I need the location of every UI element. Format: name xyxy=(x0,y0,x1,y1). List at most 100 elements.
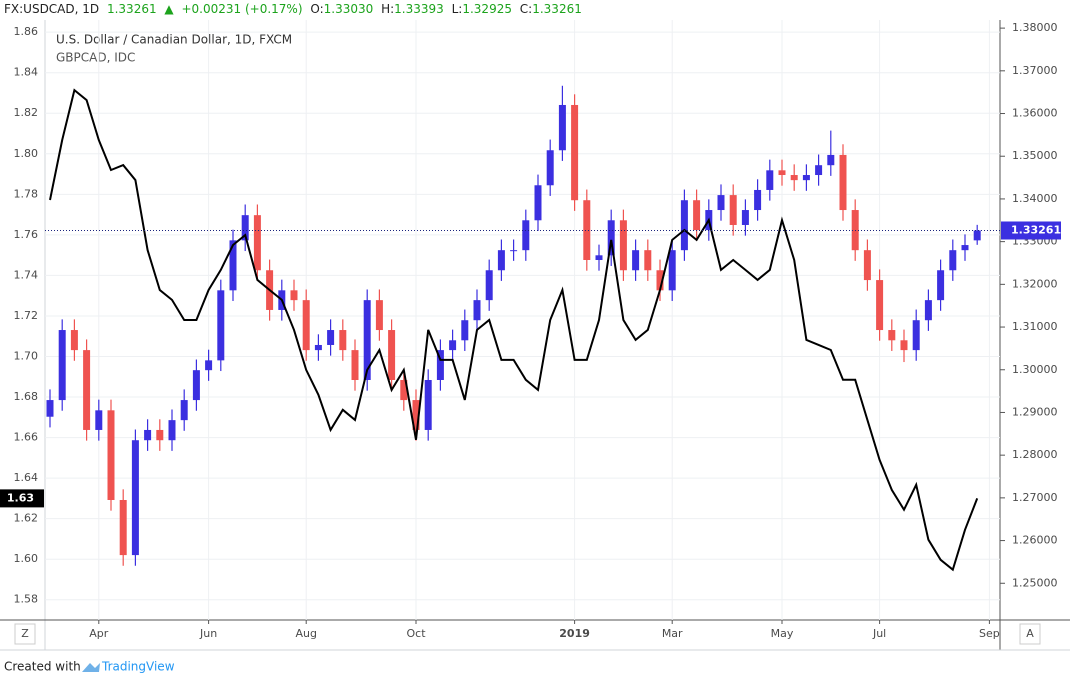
candle-body xyxy=(168,420,176,441)
auto-button[interactable] xyxy=(1019,623,1041,645)
y-tick-label: 1.78 xyxy=(14,187,39,200)
candle-body xyxy=(485,270,493,301)
candle-body xyxy=(522,220,530,251)
h-value: 1.33393 xyxy=(394,2,444,16)
y-tick-label: 1.64 xyxy=(14,471,39,484)
candle-body xyxy=(192,370,200,401)
candle-body xyxy=(729,195,737,225)
candle-body xyxy=(217,290,225,361)
logo xyxy=(82,663,100,672)
chart-bg xyxy=(0,20,1070,650)
candle-body xyxy=(693,200,701,231)
candle-body xyxy=(778,170,786,176)
candle-body xyxy=(339,330,347,351)
h-key: H: xyxy=(381,2,395,16)
x-tick-label: Jun xyxy=(199,627,217,640)
y2-tick-label: 1.35000 xyxy=(1012,149,1058,162)
candle-body xyxy=(253,215,261,271)
y-tick-label: 1.74 xyxy=(14,268,39,281)
candle-body xyxy=(619,220,627,271)
candle-body xyxy=(388,330,396,380)
line-series xyxy=(49,88,979,572)
y-tick-label: 1.70 xyxy=(14,349,39,362)
candle-body xyxy=(205,360,213,371)
x-tick-label: Mar xyxy=(662,627,683,640)
candle-body xyxy=(241,215,249,241)
candle-body xyxy=(229,240,237,291)
scale-button[interactable] xyxy=(14,623,36,645)
line-value-label: 1.63 xyxy=(7,491,34,504)
y2-tick-label: 1.31000 xyxy=(1012,320,1058,333)
y2-tick-label: 1.37000 xyxy=(1012,64,1058,77)
candle-body xyxy=(912,320,920,351)
candle-body xyxy=(876,280,884,331)
y-tick-label: 1.82 xyxy=(14,106,39,119)
candle-body xyxy=(717,195,725,211)
y-tick-label: 1.72 xyxy=(14,309,39,322)
candle-body xyxy=(802,175,810,181)
candle-body xyxy=(302,300,310,351)
symbol: FX:USDCAD, 1D xyxy=(4,2,100,16)
candle-body xyxy=(949,250,957,271)
y2-tick-label: 1.25000 xyxy=(1012,576,1058,589)
candle-body xyxy=(754,189,762,211)
series-1-label: GBPCAD, IDC xyxy=(56,51,135,65)
candle-body xyxy=(436,350,444,380)
candle-body xyxy=(839,154,847,211)
x-tick-label: Apr xyxy=(89,627,109,640)
candle-body xyxy=(924,300,932,321)
y2-tick-label: 1.32000 xyxy=(1012,277,1058,290)
candle-body xyxy=(680,200,688,251)
x-tick-label: Oct xyxy=(406,627,426,640)
y-tick-label: 1.60 xyxy=(14,552,39,565)
x-tick-label: Jul xyxy=(872,627,886,640)
candle-body xyxy=(363,300,371,380)
candle-body xyxy=(107,410,115,500)
y-tick-label: 1.76 xyxy=(14,228,39,241)
candle-body xyxy=(741,210,749,225)
candle-body xyxy=(497,250,505,271)
c-key: C: xyxy=(519,2,533,16)
grid xyxy=(45,20,1000,620)
candle-body xyxy=(668,250,676,291)
candle-body xyxy=(95,410,103,430)
y2-tick-label: 1.27000 xyxy=(1012,491,1058,504)
x-tick-label: Sep xyxy=(979,627,1000,640)
candle-body xyxy=(58,330,66,401)
candle-body xyxy=(607,220,615,256)
candle-body xyxy=(571,104,579,201)
l-key: L: xyxy=(451,2,463,16)
candle-body xyxy=(546,150,554,186)
candle-body xyxy=(46,400,54,417)
candle-body xyxy=(973,230,981,241)
x-tick-label: 2019 xyxy=(559,627,590,640)
candle-body xyxy=(900,340,908,351)
footer-text: Created with xyxy=(4,660,81,674)
y-tick-label: 1.66 xyxy=(14,431,39,444)
candle-body xyxy=(70,330,78,351)
price-box-label: 1.33261 xyxy=(1011,223,1061,236)
candle-body xyxy=(290,290,298,301)
candle-body xyxy=(534,185,542,221)
y-tick-label: 1.62 xyxy=(14,512,39,525)
candle-body xyxy=(351,350,359,380)
auto-button-label[interactable]: A xyxy=(1026,627,1034,640)
candle-body xyxy=(510,250,518,252)
candle-body xyxy=(863,250,871,281)
scale-button-label[interactable]: Z xyxy=(21,627,29,640)
candle-body xyxy=(156,429,164,441)
candle-body xyxy=(644,250,652,271)
change-arrow: ▲ xyxy=(164,2,174,16)
candle-body xyxy=(83,350,91,430)
y2-tick-label: 1.28000 xyxy=(1012,448,1058,461)
footer-brand[interactable]: TradingView xyxy=(101,660,175,674)
candle-body xyxy=(461,320,469,341)
candle-body xyxy=(632,250,640,271)
y2-tick-label: 1.34000 xyxy=(1012,192,1058,205)
candle-body xyxy=(558,104,566,151)
line-value-box xyxy=(0,489,44,508)
candle-body xyxy=(583,200,591,260)
candle-body xyxy=(449,340,457,351)
c-value: 1.33261 xyxy=(532,2,582,16)
